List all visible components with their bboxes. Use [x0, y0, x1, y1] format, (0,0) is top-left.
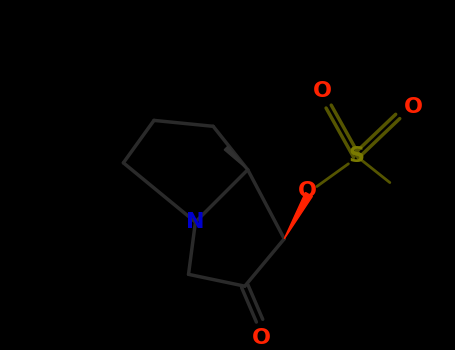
- Polygon shape: [224, 146, 248, 170]
- Text: O: O: [313, 81, 332, 101]
- Text: S: S: [348, 146, 364, 166]
- Text: O: O: [298, 181, 316, 202]
- Polygon shape: [284, 193, 313, 239]
- Text: O: O: [404, 97, 423, 117]
- Text: O: O: [252, 329, 271, 349]
- Text: N: N: [186, 212, 205, 232]
